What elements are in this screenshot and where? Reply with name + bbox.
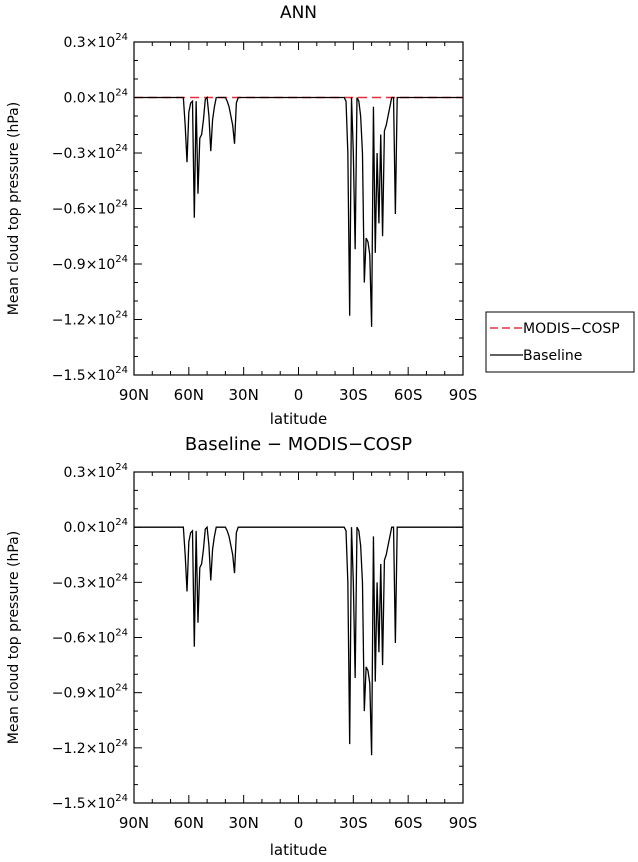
x-tick-label: 90N — [119, 386, 149, 404]
y-tick-label: −0.9×1024 — [52, 683, 128, 702]
plot-frame — [133, 41, 464, 376]
x-tick-label: 0 — [294, 814, 304, 832]
y-tick-label: −0.6×1024 — [52, 628, 128, 647]
x-tick-label: 60N — [174, 386, 204, 404]
legend-box — [485, 311, 635, 373]
x-tick-label: 90S — [449, 814, 478, 832]
y-tick-label: 0.3×1024 — [63, 462, 128, 481]
chart-panel-1: ANN 0.3×1024 0.0×1024 −0.3×1024 −0.6×1024 −0.… — [6, 3, 635, 428]
plot-frame — [133, 471, 464, 804]
y-axis-label: Mean cloud top pressure (hPa) — [6, 531, 22, 744]
y-tick-label: 0.3×1024 — [63, 32, 128, 51]
x-tick-label: 30N — [229, 814, 259, 832]
series-line-baseline-modis-cosp — [134, 525, 463, 756]
x-tick-label: 60N — [174, 814, 204, 832]
x-tick-label: 0 — [294, 386, 304, 404]
chart-title: Baseline − MODIS−COSP — [185, 434, 412, 455]
y-tick-label: −1.2×1024 — [52, 310, 128, 329]
x-axis-label: latitude — [270, 841, 328, 859]
x-tick-label: 90S — [449, 386, 478, 404]
legend-label: MODIS−COSP — [523, 321, 620, 337]
y-tick-label: 0.0×1024 — [63, 88, 128, 107]
x-tick-label: 30S — [339, 814, 368, 832]
y-tick-label: −0.6×1024 — [52, 199, 128, 218]
x-tick-label: 30N — [229, 386, 259, 404]
y-tick-label: −1.2×1024 — [52, 738, 128, 757]
legend-label: Baseline — [523, 348, 582, 364]
y-tick-label: −0.3×1024 — [52, 143, 128, 162]
x-tick-label: 30S — [339, 386, 368, 404]
y-tick-label: −1.5×1024 — [52, 365, 128, 384]
x-axis-label: latitude — [270, 410, 328, 428]
chart-panel-2: Baseline − MODIS−COSP 0.3×1024 0.0×1024 −0.… — [6, 434, 477, 859]
x-tick-label: 90N — [119, 814, 149, 832]
y-tick-label: −0.9×1024 — [52, 254, 128, 273]
x-tick-label: 60S — [394, 386, 423, 404]
x-tick-label: 60S — [394, 814, 423, 832]
y-tick-label: −0.3×1024 — [52, 572, 128, 591]
series-line-baseline — [134, 96, 463, 327]
chart-title: ANN — [280, 3, 317, 23]
y-axis-label: Mean cloud top pressure (hPa) — [6, 102, 22, 315]
legend: MODIS−COSP Baseline — [485, 311, 635, 373]
y-tick-label: 0.0×1024 — [63, 517, 128, 536]
y-tick-label: −1.5×1024 — [52, 793, 128, 812]
